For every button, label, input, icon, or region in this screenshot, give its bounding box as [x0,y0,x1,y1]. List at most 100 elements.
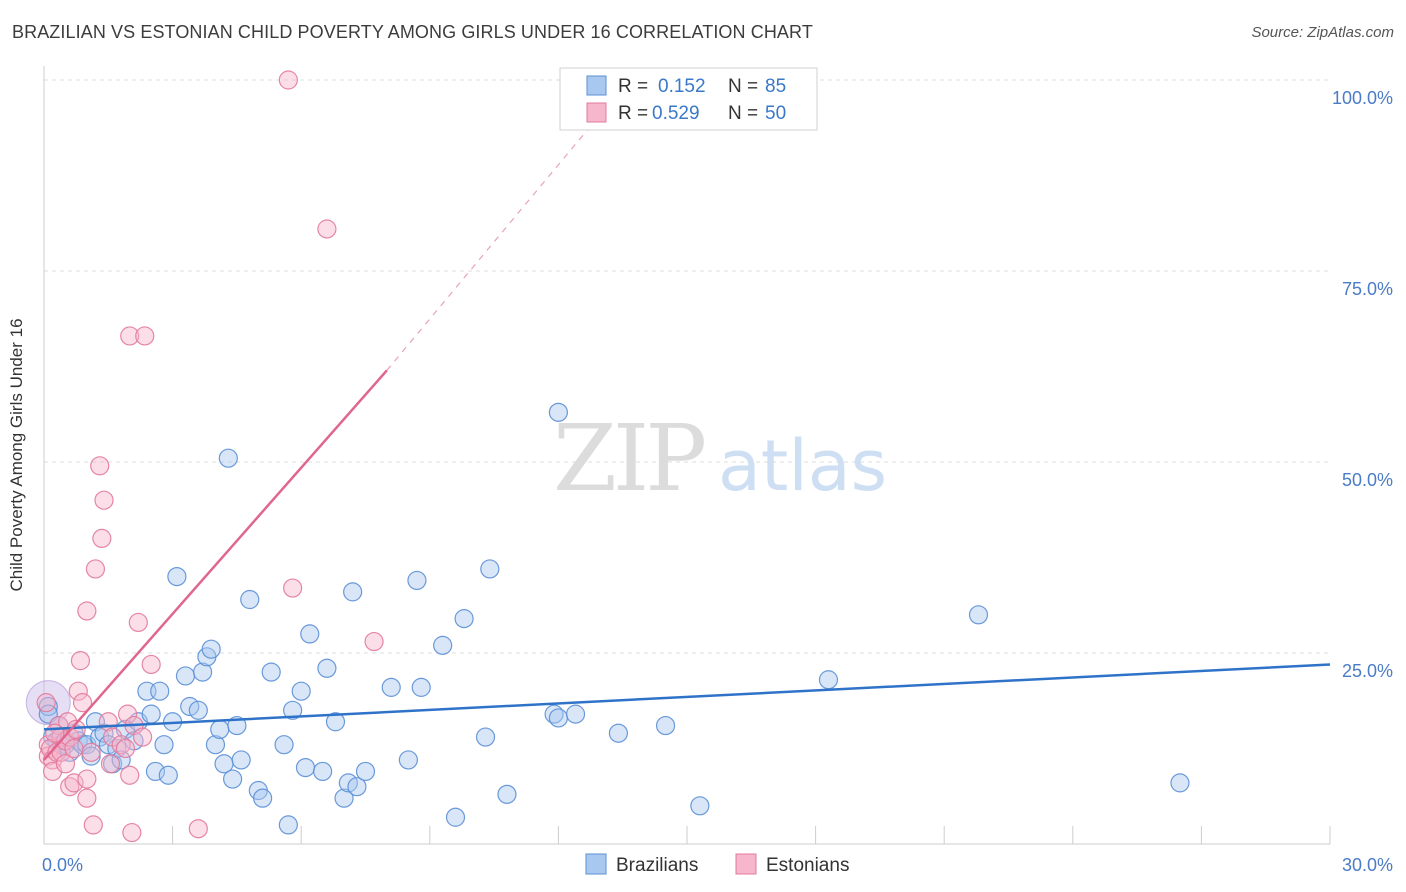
brazilian-point-65 [411,677,431,697]
brazilian-point-43 [231,750,251,770]
brazilian-point-77 [655,715,676,736]
cluster-point [25,680,71,726]
brazilian-point-47 [261,662,281,682]
brazilian-point-74 [548,402,569,422]
brazilian-point-25 [145,761,166,782]
brazilian-point-68 [454,609,474,629]
brazilian-point-76 [608,723,629,743]
y-tick-label-3: 100.0% [1332,88,1393,108]
brazilian-point-27 [154,735,174,755]
estonian-point-41 [135,326,155,346]
estonian-point-48 [36,693,56,713]
estonian-point-43 [188,819,208,839]
legend-r-value-1: 0.152 [658,76,706,97]
estonian-point-36 [120,765,140,785]
brazilian-point-48 [274,735,294,755]
x-tick-label-1: 30.0% [1342,855,1393,875]
brazilian-point-54 [313,761,333,782]
brazilian-trend-line [43,663,1331,731]
estonian-point-14 [64,738,84,759]
estonian-point-21 [77,769,97,789]
brazilian-point-24 [141,704,161,724]
legend-r-value-2: 0.529 [652,103,700,124]
legend-n-label-1: N = [728,76,758,97]
brazilian-point-75 [565,704,586,724]
legend-box: R = 0.152 N = 85 R = 0.529 N = 50 [559,67,818,131]
brazilian-point-67 [445,807,466,827]
legend-n-label-2: N = [728,103,758,124]
bottom-legend-swatch-estonians [735,853,757,875]
brazilian-point-26 [150,681,170,701]
tick-labels: 25.0% 50.0% 75.0% 100.0% 0.0% 30.0% [42,88,1393,875]
estonian-point-40 [132,727,153,747]
trend-lines [43,87,1331,761]
estonian-point-34 [117,704,138,724]
legend-swatch-pink [586,102,607,123]
brazilian-point-50 [283,700,303,720]
estonian-trend-line [43,369,388,761]
legend-swatch-blue [586,75,607,96]
estonian-point-17 [68,681,88,701]
brazilian-point-57 [334,788,354,808]
brazilian-point-63 [398,750,418,770]
x-tick-label-0: 0.0% [42,855,83,875]
brazilian-point-66 [433,635,453,655]
estonian-point-33 [115,738,136,759]
watermark-zip: ZIP [553,405,704,512]
bottom-legend-estonians: Estonians [766,855,849,876]
brazilian-point-62 [381,677,401,697]
brazilian-point-34 [193,662,213,682]
brazilian-point-78 [690,796,710,816]
brazilian-point-55 [317,658,337,678]
brazilian-point-19 [111,750,131,770]
brazilian-point-52 [295,757,316,778]
brazilian-point-59 [343,582,363,602]
watermark-atlas: atlas [718,425,887,507]
legend-r-label-2: R = [618,103,648,124]
estonian-point-10 [55,754,76,774]
legend-n-value-2: 50 [765,103,786,124]
estonian-point-24 [83,815,103,835]
brazilian-point-69 [475,727,496,747]
y-tick-label-1: 50.0% [1342,470,1393,490]
estonian-point-18 [70,651,91,671]
brazilian-point-70 [480,559,500,579]
y-tick-label-2: 75.0% [1342,279,1393,299]
estonian-point-22 [77,601,97,621]
brazilian-point-80 [968,605,989,625]
estonian-point-26 [90,456,110,476]
brazilian-point-44 [240,589,260,610]
estonian-point-28 [94,490,114,510]
brazilian-point-60 [347,777,367,797]
estonian-point-25 [85,559,106,579]
bottom-legend: Brazilians Estonians [585,853,849,876]
brazilian-point-36 [201,639,221,659]
brazilian-point-33 [188,700,208,720]
gridlines [44,79,1330,654]
brazilian-point-37 [205,735,226,755]
brazilian-point-64 [407,570,427,591]
estonian-point-27 [92,528,112,549]
source-label: Source: ZipAtlas.com [1251,24,1394,41]
brazilian-point-30 [167,566,187,587]
chart-title: BRAZILIAN VS ESTONIAN CHILD POVERTY AMON… [12,22,813,42]
brazilian-point-46 [253,788,273,808]
watermark: ZIP atlas [553,405,887,512]
brazilian-point-40 [218,448,238,468]
brazilian-point-51 [291,681,311,701]
estonian-point-30 [100,754,121,774]
brazilian-point-53 [300,624,320,644]
brazilian-point-71 [497,784,517,804]
bottom-legend-brazilians: Brazilians [616,855,698,876]
legend-r-label-1: R = [618,76,648,97]
bottom-legend-swatch-brazilians [585,853,607,875]
brazilian-point-79 [818,670,839,690]
brazilian-point-49 [278,815,298,835]
estonian-point-35 [120,326,140,346]
estonian-point-42 [141,654,161,675]
estonian-point-45 [278,70,298,90]
brazilian-point-38 [210,719,230,740]
estonian-trend-extension [386,87,624,371]
brazilian-point-56 [325,712,346,732]
legend-n-value-1: 85 [765,76,786,97]
